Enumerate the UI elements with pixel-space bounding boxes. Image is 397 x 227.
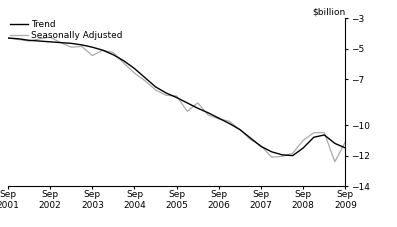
Legend: Trend, Seasonally Adjusted: Trend, Seasonally Adjusted <box>10 20 123 40</box>
Text: $billion: $billion <box>312 7 345 17</box>
